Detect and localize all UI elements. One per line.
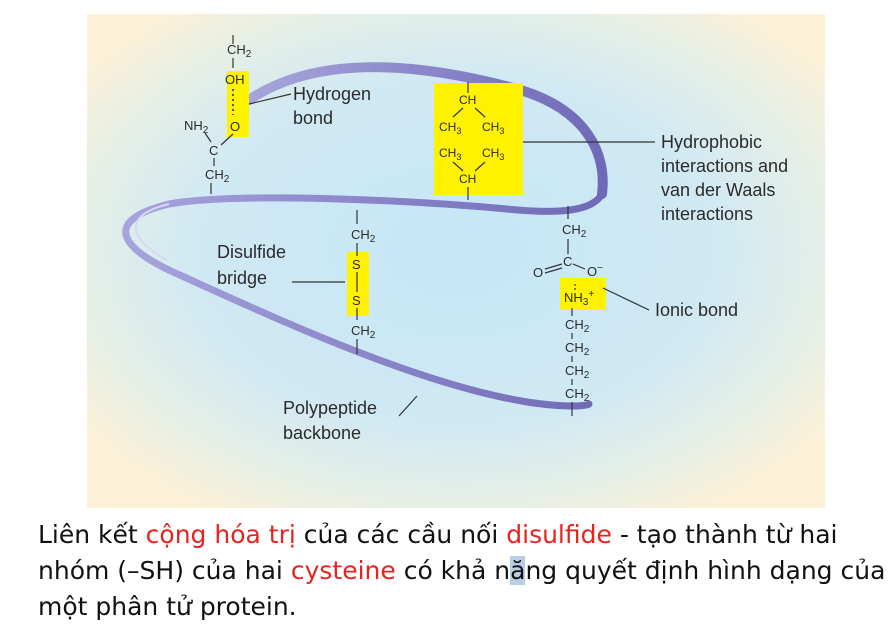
hydrogen-bond-label: Hydrogen bond [293, 84, 376, 128]
svg-text:CH: CH [459, 172, 476, 186]
disulfide-highlight [347, 252, 369, 316]
caption-highlight-cysteine: cysteine [290, 556, 396, 585]
svg-text:CH2: CH2 [565, 386, 590, 404]
svg-text:CH2: CH2 [351, 227, 376, 245]
svg-text:C: C [209, 143, 218, 158]
svg-text:CH2: CH2 [351, 323, 376, 341]
backbone-label: Polypeptide backbone [283, 398, 382, 443]
svg-text:CH2: CH2 [205, 167, 230, 185]
caption-highlight-covalent: cộng hóa trị [145, 520, 296, 549]
svg-text:CH3: CH3 [439, 120, 461, 136]
svg-text:CH2: CH2 [565, 340, 590, 358]
svg-text:CH2: CH2 [562, 222, 587, 240]
ionic-bond-label: Ionic bond [655, 300, 738, 320]
disulfide-label: Disulfide bridge [217, 242, 291, 288]
svg-text:CH3: CH3 [482, 146, 504, 162]
caption-text: Liên kết cộng hóa trị của các cầu nối di… [38, 520, 886, 621]
svg-text:O: O [230, 119, 240, 134]
svg-text:CH3: CH3 [439, 146, 461, 162]
caption-highlight-disulfide: disulfide [506, 520, 612, 549]
svg-text:S: S [352, 293, 361, 308]
svg-text:CH: CH [459, 93, 476, 107]
hydrophobic-group: CH CH3 CH3 CH3 CH3 CH [439, 82, 655, 200]
svg-text:CH2: CH2 [565, 317, 590, 335]
svg-text:NH3+: NH3+ [564, 289, 594, 308]
ionic-highlight [560, 278, 606, 310]
svg-text:O: O [533, 265, 543, 280]
hydrophobic-label: Hydrophobic interactions and van der Waa… [661, 132, 793, 224]
disulfide-group: CH2 S S CH2 [292, 210, 376, 354]
hydrophobic-highlight [434, 83, 523, 195]
svg-text:C: C [563, 254, 572, 269]
protein-interactions-diagram: CH2 OH O NH2 C CH2 CH CH3 CH3 CH3 CH3 CH… [87, 14, 825, 508]
hydrogen-bond-group: CH2 OH O NH2 C CH2 [184, 35, 292, 194]
svg-text:CH2: CH2 [227, 42, 252, 60]
svg-text:O−: O− [587, 263, 603, 279]
hbond-highlight [227, 71, 249, 137]
svg-text:S: S [352, 257, 361, 272]
text-cursor-selection: ă [510, 556, 526, 585]
svg-text:NH2: NH2 [184, 118, 209, 136]
ionic-group: CH2 C O O− NH3+ CH2 CH2 CH2 CH2 [533, 206, 650, 416]
svg-text:OH: OH [225, 72, 245, 87]
svg-text:CH3: CH3 [482, 120, 504, 136]
svg-text:CH2: CH2 [565, 363, 590, 381]
